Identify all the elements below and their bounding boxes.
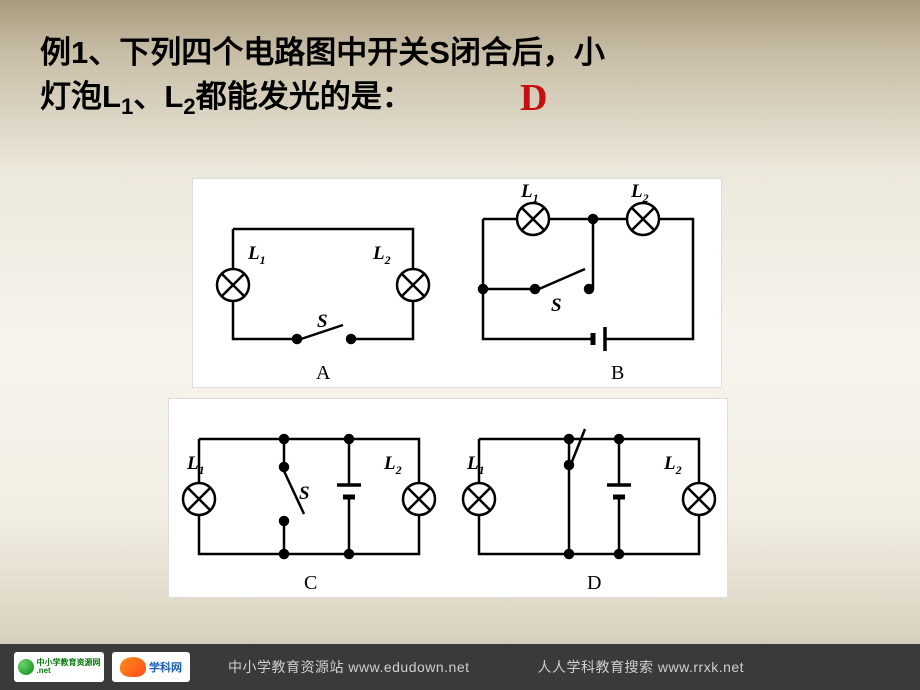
slide: 例1、下列四个电路图中开关S闭合后，小 灯泡L1、L2都能发光的是： D (0, 0, 920, 690)
circuit-panel-top: L1 L2 S A L1 L2 S B (192, 178, 722, 388)
q-l1: L (102, 79, 121, 114)
question-text: 例1、下列四个电路图中开关S闭合后，小 灯泡L1、L2都能发光的是： (40, 32, 880, 122)
q-s: S (429, 35, 450, 70)
circuit-d (463, 429, 715, 558)
q-line1-pre: 例1、下列四个电路图中开关 (40, 35, 429, 70)
footer-logo-xueke: 学科网 (112, 652, 190, 682)
b-l2-label: L2 (630, 181, 649, 205)
b-s-label: S (551, 295, 562, 316)
q-sub1: 1 (121, 94, 133, 119)
q-line2-pre: 灯泡 (40, 79, 102, 114)
circuit-panel-bottom: L1 L2 S C L1 L2 D (168, 398, 728, 598)
footer-bar: 中小学教育资源网.net 学科网 中小学教育资源站 www.edudown.ne… (0, 644, 920, 690)
c-l2-label: L2 (383, 453, 402, 477)
a-caption: A (316, 362, 331, 384)
c-caption: C (304, 572, 317, 594)
circuits-ab-svg: L1 L2 S A L1 L2 S B (193, 179, 723, 389)
d-caption: D (587, 572, 601, 594)
a-s-label: S (317, 311, 328, 332)
logo2-text: 学科网 (149, 659, 182, 675)
c-s-label: S (299, 483, 310, 504)
q-line2-post: 都能发光的是： (196, 79, 413, 114)
circuit-b (479, 203, 693, 351)
a-l2-label: L2 (372, 243, 391, 267)
q-sub2: 2 (183, 94, 195, 119)
logo1-text: 中小学教育资源网.net (37, 659, 101, 675)
a-l1-label: L1 (247, 243, 266, 267)
footer-text-2: 人人学科教育搜索 www.rrxk.net (538, 657, 745, 677)
footer-logo-edudown: 中小学教育资源网.net (14, 652, 104, 682)
wave-icon (120, 657, 146, 677)
circuits-cd-svg: L1 L2 S C L1 L2 D (169, 399, 729, 599)
b-caption: B (611, 362, 624, 384)
q-l2: L (164, 79, 183, 114)
c-l1-label: L1 (186, 453, 205, 477)
d-l2-label: L2 (663, 453, 682, 477)
answer-letter: D (520, 76, 547, 120)
footer-text-1: 中小学教育资源站 www.edudown.net (228, 657, 470, 677)
q-mid: 、 (133, 79, 164, 114)
globe-icon (18, 659, 34, 675)
b-l1-label: L1 (520, 181, 539, 205)
q-line1-post: 闭合后，小 (450, 35, 605, 70)
d-l1-label: L1 (466, 453, 485, 477)
